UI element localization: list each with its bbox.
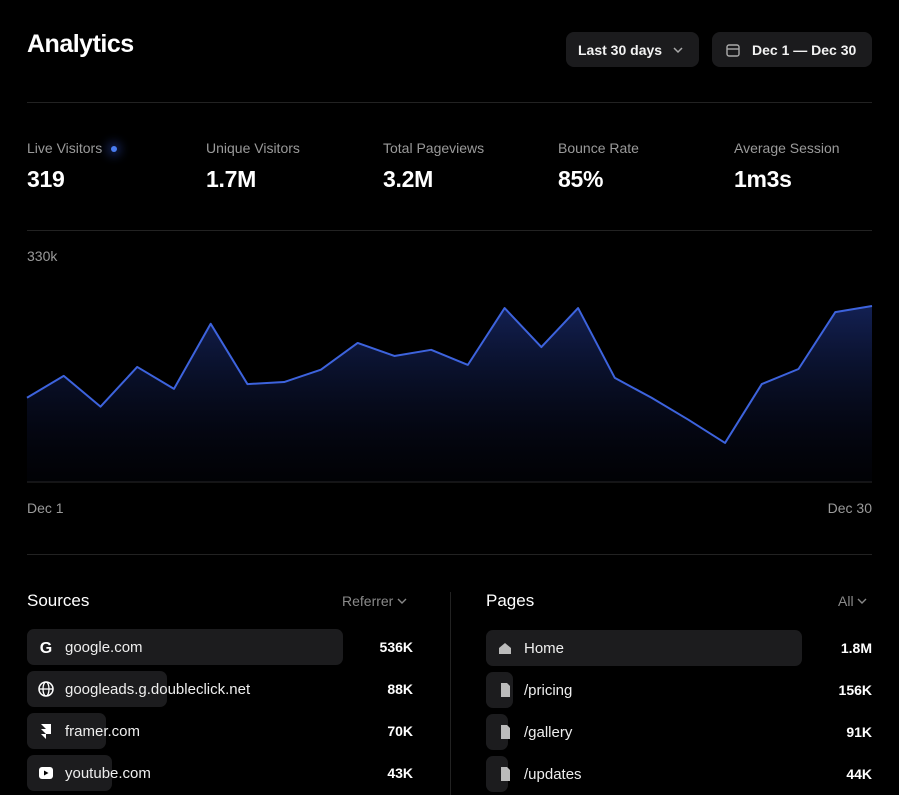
section-title: Pages — [486, 591, 535, 610]
row-bar — [486, 630, 802, 666]
row-bar — [486, 756, 508, 792]
row-icon: G — [40, 640, 52, 656]
date-button[interactable]: Dec 1 — Dec 30 — [712, 32, 872, 67]
row-bar — [486, 714, 508, 750]
divider — [27, 554, 872, 555]
divider — [27, 102, 872, 103]
stat-value: 319 — [27, 166, 65, 192]
filter-button[interactable]: All — [838, 593, 867, 609]
range-button[interactable]: Last 30 days — [566, 32, 699, 67]
list-row[interactable]: /pricing 156K — [486, 672, 872, 708]
row-label: youtube.com — [65, 765, 151, 782]
stat: Total Pageviews 3.2M — [383, 140, 484, 193]
list-row[interactable]: framer.com 70K — [27, 713, 413, 749]
row-icon — [501, 767, 510, 781]
row-icon — [38, 681, 54, 697]
list-row[interactable]: youtube.com 43K — [27, 755, 413, 791]
section-title: Sources — [27, 591, 90, 610]
area-fill — [27, 305, 872, 482]
row-label: /gallery — [524, 724, 573, 741]
chevron-icon — [673, 46, 683, 53]
row-value: 1.8M — [840, 640, 872, 656]
row-icon — [501, 683, 510, 697]
stat-value: 3.2M — [383, 166, 433, 192]
filter-label: All — [838, 593, 854, 609]
x-tick-label: Dec 1 — [27, 500, 64, 516]
list-row[interactable]: /updates 44K — [486, 756, 872, 792]
stat-label: Bounce Rate — [558, 140, 639, 156]
row-label: /updates — [524, 766, 582, 783]
column-divider — [450, 592, 451, 795]
live-dot — [111, 146, 118, 153]
stat-label: Total Pageviews — [383, 140, 485, 156]
row-bar — [27, 629, 343, 665]
row-value: 88K — [387, 681, 413, 697]
row-label: googleads.g.doubleclick.net — [65, 681, 251, 698]
filter-button[interactable]: Referrer — [342, 593, 407, 609]
row-value: 536K — [379, 639, 413, 655]
row-icon — [39, 767, 53, 779]
y-tick-label: 330k — [27, 248, 58, 264]
stat: Average Session 1m3s — [734, 140, 840, 193]
svg-text:G: G — [40, 640, 52, 656]
stat-value: 85% — [558, 166, 604, 192]
range-button-label: Last 30 days — [578, 41, 663, 58]
row-label: Home — [524, 640, 565, 657]
row-icon — [41, 724, 51, 739]
chart: 330k Dec 1 Dec 30 — [26, 248, 873, 516]
row-icon — [501, 725, 510, 739]
chevron-icon — [397, 598, 407, 604]
page-title: Analytics — [27, 30, 134, 58]
list-row[interactable]: Home 1.8M — [486, 630, 872, 666]
stat: Unique Visitors 1.7M — [206, 140, 300, 193]
chevron-icon — [857, 598, 867, 604]
date-button-label: Dec 1 — Dec 30 — [752, 41, 857, 58]
row-value: 156K — [838, 682, 872, 698]
list-row[interactable]: googleads.g.doubleclick.net 88K — [27, 671, 413, 707]
stat-label: Unique Visitors — [206, 140, 300, 156]
stat-label: Live Visitors — [27, 140, 118, 156]
stat-label: Average Session — [734, 140, 840, 156]
stat: Live Visitors 319 — [27, 140, 118, 193]
row-label: framer.com — [65, 723, 141, 740]
stat-value: 1m3s — [734, 166, 792, 192]
row-label: google.com — [65, 639, 143, 656]
row-value: 91K — [846, 724, 872, 740]
row-label: /pricing — [524, 682, 573, 699]
divider — [27, 230, 872, 231]
line — [26, 305, 873, 444]
calendar-icon — [726, 43, 740, 57]
row-value: 44K — [846, 766, 872, 782]
row-bar — [27, 713, 107, 749]
list-row[interactable]: /gallery 91K — [486, 714, 872, 750]
filter-label: Referrer — [342, 593, 394, 609]
row-value: 43K — [387, 765, 413, 781]
stat: Bounce Rate 85% — [558, 140, 639, 193]
stat-value: 1.7M — [206, 166, 256, 192]
stat-label-text: Live Visitors — [27, 140, 103, 156]
x-tick-label: Dec 30 — [828, 500, 873, 516]
row-value: 70K — [387, 723, 413, 739]
row-icon — [499, 643, 511, 654]
